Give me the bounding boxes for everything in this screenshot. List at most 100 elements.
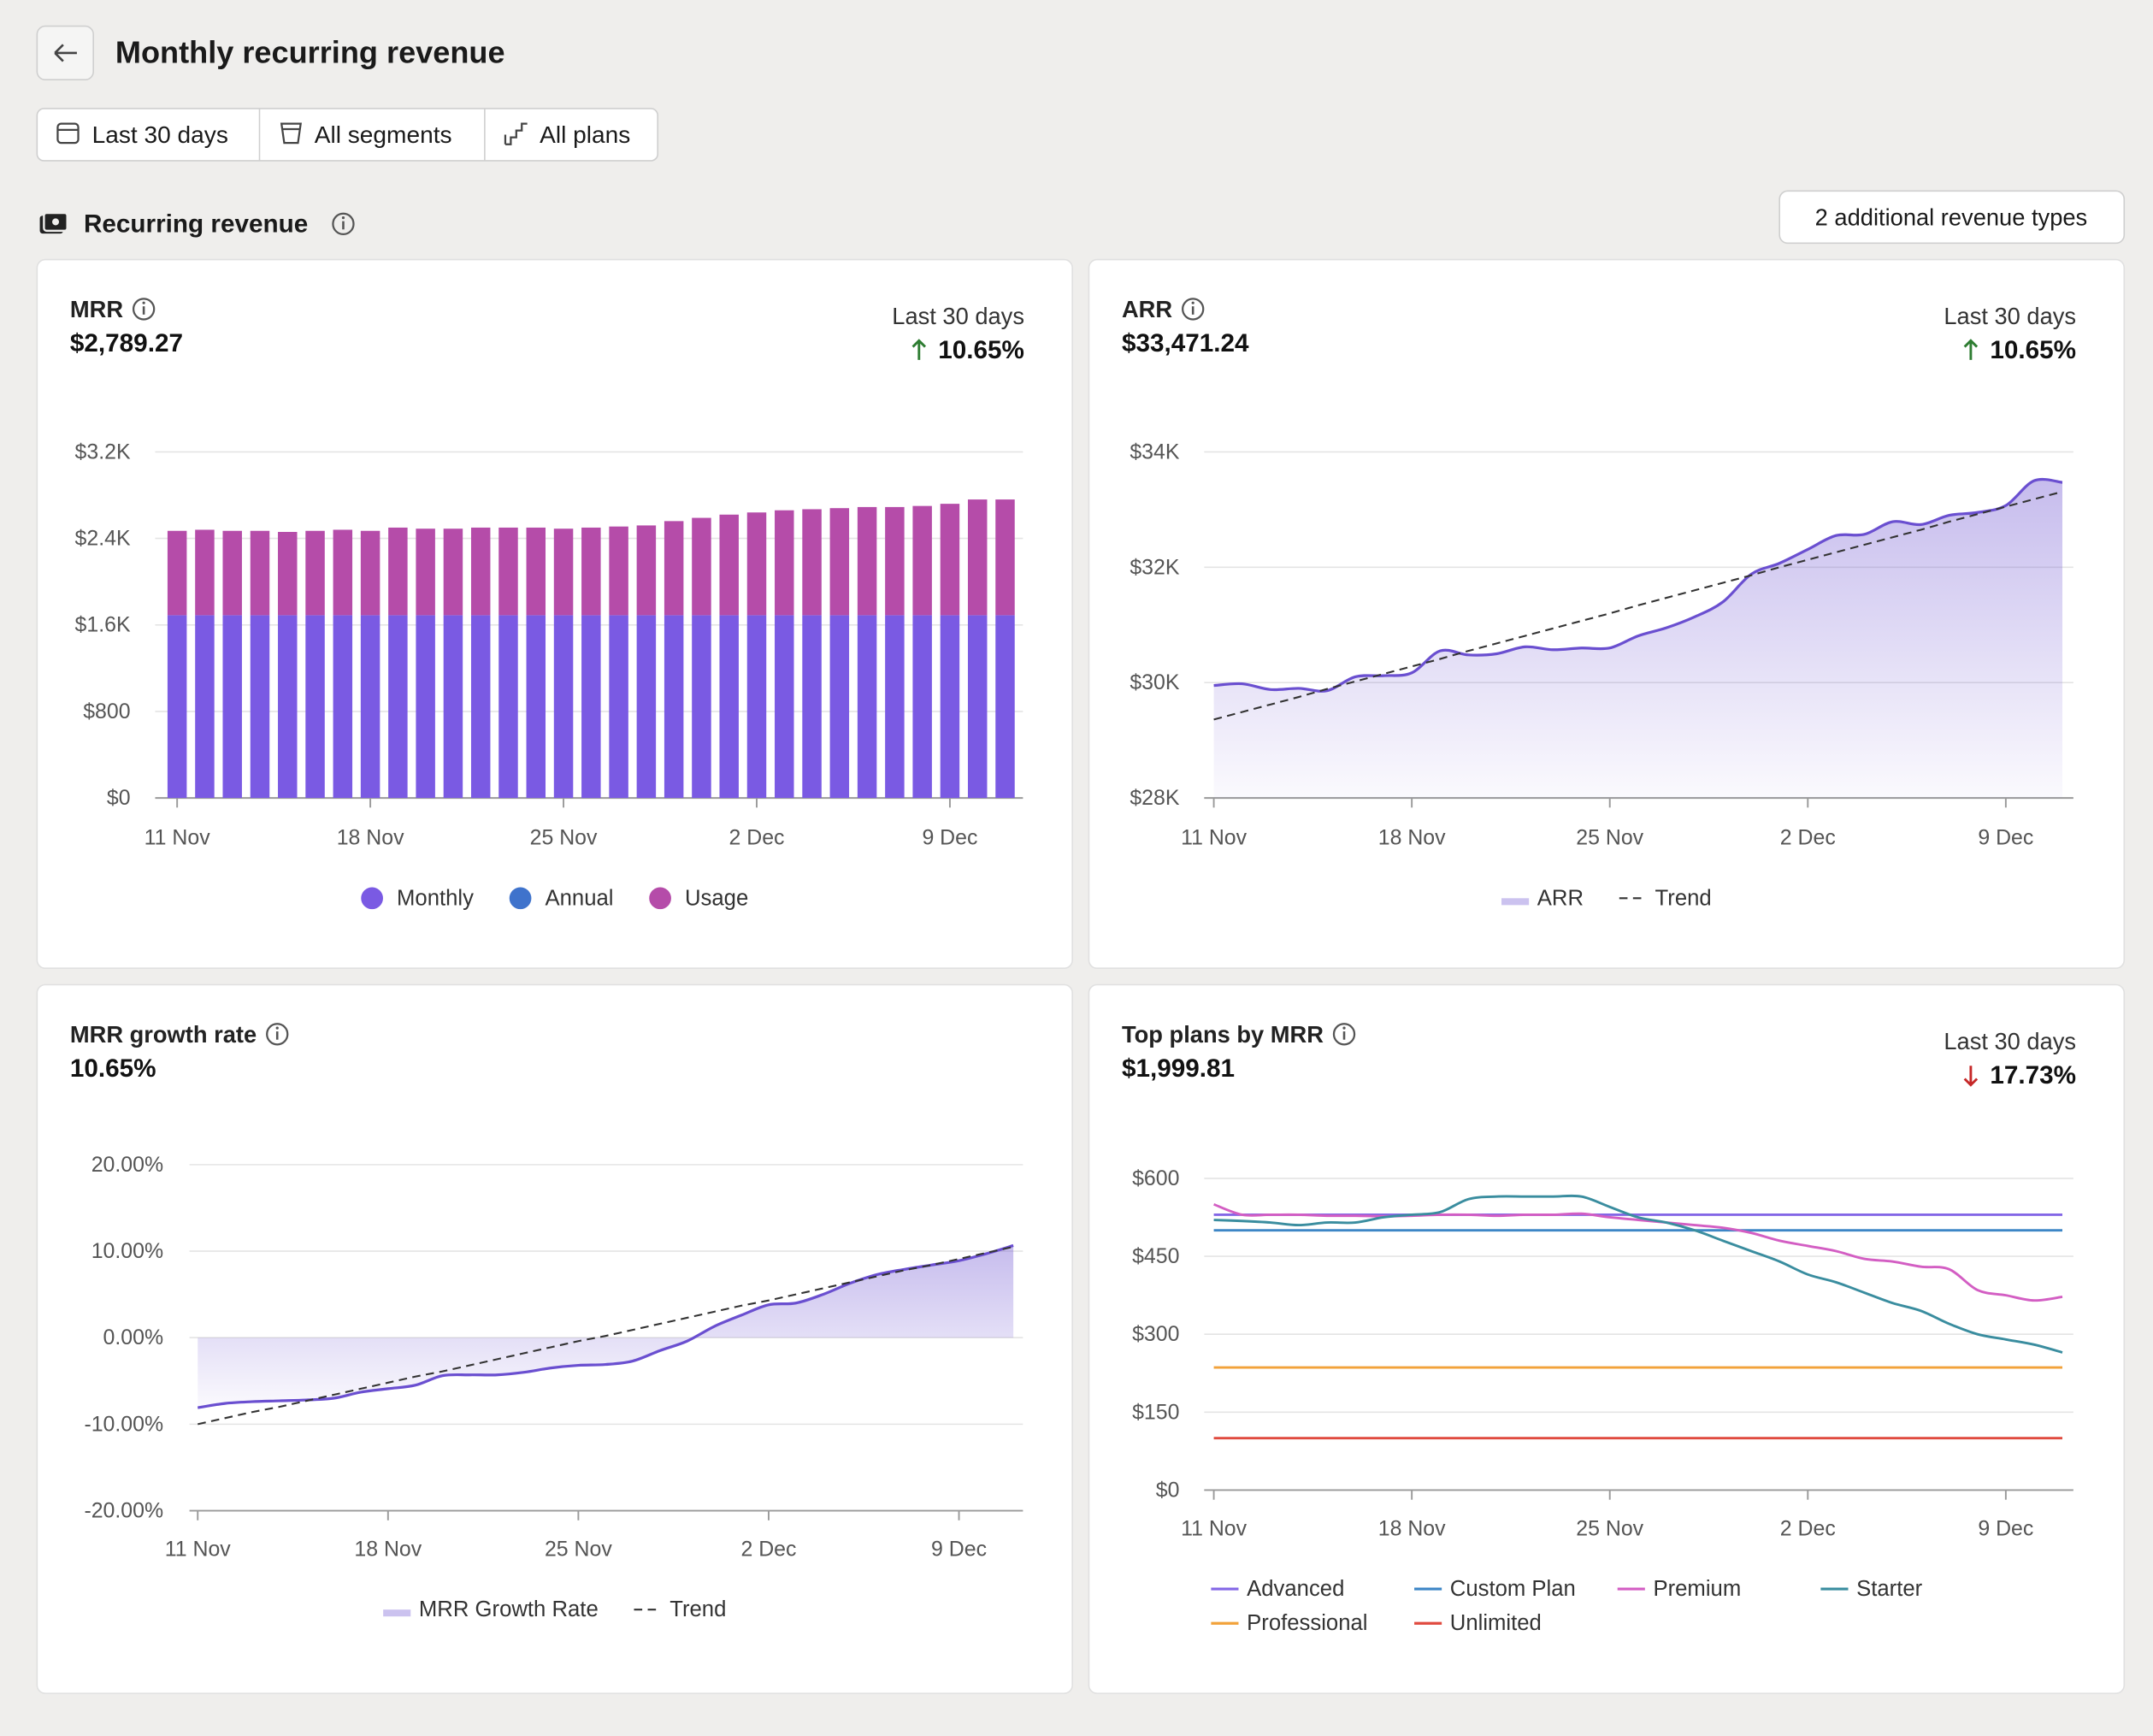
bar-segment (912, 615, 931, 798)
bar-segment (222, 615, 241, 798)
bar-segment (278, 615, 297, 798)
back-button[interactable] (37, 27, 93, 80)
bar-segment (830, 508, 849, 615)
y-tick-label: 0.00% (103, 1326, 164, 1349)
bar-segment (222, 531, 241, 616)
legend-label: Monthly (397, 886, 474, 910)
x-tick-label: 9 Dec (1978, 1516, 2033, 1540)
legend-label: Starter (1856, 1577, 1923, 1601)
page-title: Monthly recurring revenue (115, 35, 505, 70)
x-tick-label: 11 Nov (165, 1538, 232, 1562)
bar-segment (802, 509, 821, 615)
bar-segment (775, 511, 793, 616)
chart-card: Top plans by MRR$1,999.81Last 30 days17.… (1088, 984, 2124, 1693)
filter-label: All plans (540, 121, 630, 148)
bar-segment (581, 528, 600, 615)
legend-marker (1501, 898, 1529, 905)
bar-segment (416, 615, 434, 798)
bar-segment (251, 531, 269, 616)
x-tick-label: 11 Nov (1181, 1516, 1248, 1540)
bar-segment (361, 615, 380, 798)
bar-segment (637, 525, 656, 615)
x-tick-label: 11 Nov (145, 826, 211, 850)
legend: Monthly Annual Usage (361, 886, 748, 910)
section-title: Recurring revenue (84, 210, 308, 238)
section-icon (40, 213, 68, 233)
legend: MRR Growth RateTrend (383, 1597, 726, 1621)
filter-label: Last 30 days (92, 121, 228, 148)
bar-segment (968, 615, 987, 798)
bar-segment (471, 615, 490, 798)
filter-label: All segments (315, 121, 452, 148)
legend-label: ARR (1537, 886, 1584, 910)
revenue-types-button[interactable]: 2 additional revenue types (1779, 191, 2124, 243)
y-tick-label: $0 (107, 786, 131, 810)
card-title: MRR growth rate (70, 1021, 257, 1048)
y-tick-label: $450 (1132, 1244, 1179, 1268)
bar-segment (333, 529, 352, 615)
y-tick-label: $32K (1130, 555, 1180, 579)
bar-segment (995, 615, 1014, 798)
x-tick-label: 9 Dec (922, 826, 977, 850)
y-tick-label: $800 (83, 700, 130, 723)
bar-segment (168, 615, 186, 798)
legend-label: Professional (1247, 1611, 1367, 1635)
bar-segment (719, 615, 738, 798)
legend-marker (510, 887, 532, 909)
bar-segment (995, 499, 1014, 615)
bar-segment (885, 507, 904, 615)
chart-card: MRR$2,789.27Last 30 days10.65%$0$800$1.6… (37, 260, 1072, 969)
y-tick-label: $28K (1130, 786, 1180, 810)
bar-segment (941, 615, 959, 798)
bar-segment (692, 615, 711, 798)
change-value: 10.65% (1990, 336, 2076, 364)
bar-segment (968, 499, 987, 615)
y-tick-label: $2.4K (75, 527, 131, 551)
bar-segment (471, 528, 490, 615)
bar-segment (609, 615, 628, 798)
y-tick-label: $34K (1130, 440, 1180, 464)
bar-segment (361, 531, 380, 616)
bar-segment (195, 615, 214, 798)
y-tick-label: -20.00% (84, 1499, 163, 1523)
x-tick-label: 25 Nov (1576, 1516, 1643, 1540)
legend-label: Trend (1655, 886, 1712, 910)
filter-bar: Last 30 days All segments All plans (37, 109, 658, 161)
bar-segment (527, 615, 546, 798)
card (1088, 984, 2124, 1693)
x-tick-label: 9 Dec (931, 1538, 987, 1562)
x-tick-label: 2 Dec (729, 826, 785, 850)
bar-segment (498, 528, 517, 615)
bar-segment (637, 615, 656, 798)
period-label: Last 30 days (1944, 303, 2076, 329)
bar-segment (664, 521, 683, 615)
headline-value: $33,471.24 (1122, 329, 1249, 357)
bar-segment (251, 615, 269, 798)
legend-label: Usage (685, 886, 748, 910)
y-tick-label: -10.00% (84, 1412, 163, 1436)
bar-segment (609, 527, 628, 616)
bar-segment (802, 615, 821, 798)
y-tick-label: $300 (1132, 1322, 1179, 1346)
x-tick-label: 25 Nov (545, 1538, 612, 1562)
bar-segment (333, 615, 352, 798)
card-title: ARR (1122, 296, 1172, 322)
x-tick-label: 18 Nov (337, 826, 404, 850)
bar-segment (747, 512, 766, 615)
bar-segment (444, 528, 463, 615)
bar-segment (444, 615, 463, 798)
bar-segment (912, 506, 931, 616)
headline-value: $2,789.27 (70, 329, 183, 357)
legend-label: Annual (545, 886, 613, 910)
x-tick-label: 18 Nov (354, 1538, 422, 1562)
bar-segment (305, 615, 324, 798)
card-title: Top plans by MRR (1122, 1021, 1324, 1048)
y-tick-label: $3.2K (75, 440, 131, 464)
headline-value: $1,999.81 (1122, 1054, 1235, 1083)
period-label: Last 30 days (892, 303, 1024, 329)
bar-segment (858, 507, 876, 615)
legend-label: Premium (1653, 1577, 1741, 1601)
bar-segment (195, 529, 214, 615)
chart-card: ARR$33,471.24Last 30 days10.65%$28K$30K$… (1088, 260, 2124, 969)
